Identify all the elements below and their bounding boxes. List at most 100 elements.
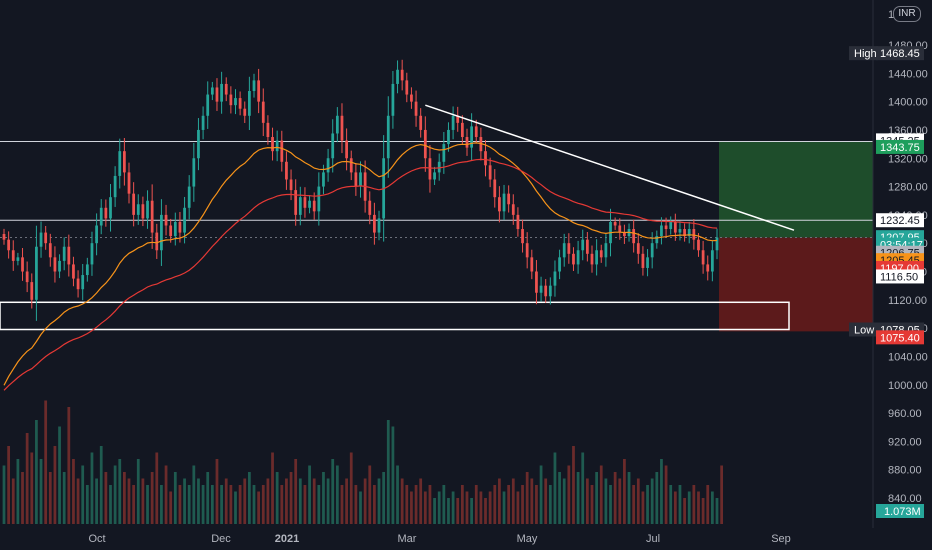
candle-body (146, 200, 149, 219)
volume-bar (252, 485, 256, 524)
candle-body (595, 250, 599, 265)
candle-body (553, 271, 557, 286)
volume-bar (710, 491, 714, 524)
price-tag-bg (876, 269, 924, 284)
volume-bar (544, 478, 548, 524)
volume-bar (354, 485, 358, 524)
candle-body (706, 264, 710, 272)
candle-body (197, 129, 200, 159)
volume-bar (539, 465, 543, 524)
candle-body (340, 115, 344, 141)
candle-body (511, 204, 515, 215)
candle-body (243, 108, 247, 116)
volume-bar (511, 478, 515, 524)
candle-body (289, 179, 293, 191)
price-tag-label: 1075.40 (880, 332, 920, 344)
y-tick-label: 1000.00 (888, 380, 928, 392)
candle-body (419, 115, 423, 130)
volume-bar (359, 491, 362, 524)
candle-body (590, 253, 594, 265)
candle-body (544, 285, 548, 297)
volume-bar (271, 452, 274, 524)
y-tick-label: 1320.00 (888, 153, 928, 165)
candle-body (618, 225, 622, 233)
volume-bar (113, 465, 117, 524)
volume-bar (636, 478, 640, 524)
candle-body (53, 257, 57, 272)
volume-tag-bg (876, 504, 924, 518)
candle-body (25, 271, 29, 283)
trendline[interactable] (425, 104, 795, 231)
target-zone[interactable] (719, 141, 873, 238)
candle-body (396, 69, 399, 84)
candle-body (460, 122, 464, 138)
volume-bar (72, 459, 75, 524)
stop-zone[interactable] (719, 237, 873, 332)
volume-bar (289, 472, 293, 524)
support-zone-box[interactable] (0, 301, 790, 331)
candle-body (530, 257, 534, 272)
candle-body (113, 175, 117, 198)
volume-bar (155, 452, 159, 524)
candle-body (613, 221, 617, 226)
moving-averages (3, 142, 718, 391)
candle-body (470, 126, 473, 148)
candle-body (715, 237, 719, 251)
volume-bar (368, 465, 372, 524)
volume-bar (627, 472, 631, 524)
volume-bar (623, 459, 626, 524)
y-tick-label: 880.00 (888, 465, 922, 477)
candle-body (368, 200, 372, 215)
volume-bar (169, 491, 173, 524)
volume-bar (558, 472, 561, 524)
candle-body (266, 122, 270, 138)
y-tick-label: 1280.00 (888, 182, 928, 194)
volume-bar (678, 485, 682, 524)
candlestick-series (2, 59, 719, 321)
volume-bar (85, 485, 89, 524)
volume-bar (535, 485, 538, 524)
volume-bar (433, 498, 436, 524)
volume-bar (373, 485, 376, 524)
volume-bar (613, 472, 617, 524)
volume-bar (257, 491, 261, 524)
candle-body (498, 197, 501, 212)
volume-bar (391, 426, 395, 524)
ema-fast-line (3, 142, 718, 386)
candle-body (81, 275, 85, 290)
volume-bar (44, 400, 48, 524)
candle-body (187, 186, 191, 208)
volume-bar (160, 485, 163, 524)
currency-badge[interactable]: INR (893, 6, 921, 22)
candle-body (285, 161, 288, 180)
trendline-segment[interactable] (425, 104, 795, 231)
volume-bar (312, 478, 316, 524)
volume-bar (498, 478, 501, 524)
candle-body (386, 115, 390, 159)
candle-body (632, 229, 636, 244)
candle-body (604, 243, 608, 258)
volume-bar (576, 472, 580, 524)
price-tag-bg (876, 46, 924, 61)
candle-body (298, 197, 302, 215)
candle-body (192, 158, 196, 187)
candle-body (465, 137, 469, 148)
price-tag-label: 1232.45 (880, 215, 920, 227)
volume-bar (479, 491, 483, 524)
volume-bar (525, 472, 529, 524)
candle-body (109, 197, 112, 219)
volume-bar (604, 478, 608, 524)
volume-bar (363, 478, 367, 524)
candle-body (317, 186, 321, 212)
volume-bar (118, 459, 122, 524)
volume-bar (632, 485, 636, 524)
candle-body (673, 221, 677, 233)
volume-bar (90, 452, 94, 524)
volume-bar (410, 491, 413, 524)
volume-bar (488, 491, 492, 524)
time-axis[interactable]: Oct Dec 2021 Mar May Jul Sep (88, 533, 790, 545)
volume-bar (164, 465, 168, 524)
candle-body (548, 285, 552, 297)
x-tick-label: May (517, 533, 538, 545)
